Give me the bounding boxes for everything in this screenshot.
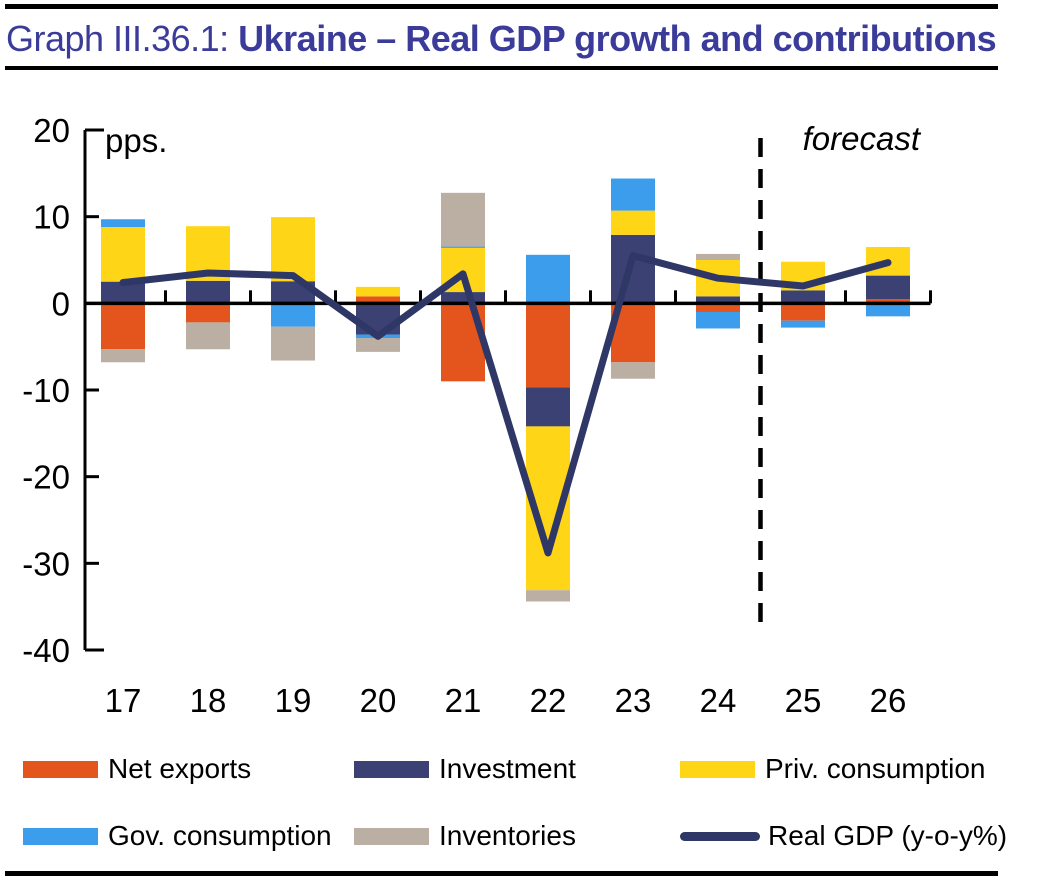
x-axis-year-label: 24 — [700, 682, 737, 719]
chart-canvas: pps. forecast 20 10 0 -10 -20 -30 -40 17 18 19 20 21 2… — [22, 112, 932, 719]
bar-segment-investment-26 — [866, 275, 910, 299]
legend-item-gov-consumption: Gov. consumption — [23, 820, 332, 852]
legend-swatch-inventories — [354, 827, 429, 845]
bar-segment-gov-consumption-23 — [611, 178, 655, 211]
bottom-rule — [5, 871, 998, 876]
bar-segment-investment-24 — [696, 296, 740, 304]
legend-label-inventories: Inventories — [439, 820, 576, 851]
x-axis-year-label: 21 — [445, 682, 482, 719]
x-axis-year-label: 17 — [105, 682, 142, 719]
bar-segment-investment-20 — [356, 303, 400, 335]
bar-segment-net-exports-17 — [101, 303, 145, 350]
bar-segment-investment-21 — [441, 292, 485, 304]
y-axis-tick-label: -40 — [22, 632, 70, 669]
y-axis-tick-label: -20 — [22, 459, 70, 496]
legend-line-swatch-real-gdp — [680, 831, 760, 841]
legend-swatch-net-exports — [23, 760, 98, 778]
bar-segment-investment-23 — [611, 234, 655, 304]
y-axis-unit-label: pps. — [105, 122, 167, 159]
bar-segment-net-exports-18 — [186, 303, 230, 323]
x-axis-year-label: 20 — [360, 682, 397, 719]
bar-segment-investment-25 — [781, 290, 825, 304]
legend-swatch-investment — [354, 760, 429, 778]
legend-swatch-gov-consumption — [23, 827, 98, 845]
bar-segment-gov-consumption-25 — [781, 320, 825, 328]
graph-title: Graph III.36.1: Ukraine – Real GDP growt… — [6, 18, 997, 60]
bar-segment-net-exports-26 — [866, 299, 910, 304]
legend-label-gov-consumption: Gov. consumption — [108, 820, 332, 851]
x-axis-year-label: 19 — [275, 682, 312, 719]
legend-label-net-exports: Net exports — [108, 753, 252, 784]
bar-segment-inventories-20 — [356, 338, 400, 352]
y-axis-tick-label: 20 — [33, 112, 70, 149]
bar-segment-gov-consumption-19 — [271, 303, 315, 327]
bar-segment-inventories-23 — [611, 362, 655, 379]
bar-segment-gov-consumption-24 — [696, 312, 740, 329]
bar-segment-investment-18 — [186, 280, 230, 304]
x-axis-year-label: 18 — [190, 682, 227, 719]
legend-item-real-gdp: Real GDP (y-o-y%) — [680, 820, 1007, 852]
y-axis-tick-label: -10 — [22, 372, 70, 409]
legend-label-priv-consumption: Priv. consumption — [765, 753, 986, 784]
bar-segment-inventories-21 — [441, 192, 485, 247]
bar-segment-inventories-19 — [271, 326, 315, 361]
real-gdp-line — [119, 252, 892, 557]
y-axis-tick-label: 0 — [52, 285, 70, 322]
top-rule — [5, 4, 998, 9]
bar-segment-gov-consumption-21 — [441, 246, 485, 248]
x-axis-year-label: 25 — [785, 682, 822, 719]
bar-segment-priv-consumption-19 — [271, 217, 315, 282]
x-axis-year-label: 23 — [615, 682, 652, 719]
x-axis-year-label: 22 — [530, 682, 567, 719]
y-axis-tick-label: -30 — [22, 545, 70, 582]
legend-label-investment: Investment — [439, 753, 576, 784]
bar-segment-gov-consumption-26 — [866, 303, 910, 317]
bar-segment-inventories-17 — [101, 349, 145, 363]
x-axis-year-label: 26 — [870, 682, 907, 719]
graph-title-text: Ukraine – Real GDP growth and contributi… — [238, 18, 997, 59]
bar-segment-investment-17 — [101, 281, 145, 304]
bar-segment-inventories-24 — [696, 253, 740, 260]
bar-segment-priv-consumption-17 — [101, 227, 145, 282]
legend-swatch-priv-consumption — [680, 760, 755, 778]
bar-segment-inventories-18 — [186, 322, 230, 350]
legend-item-net-exports: Net exports — [23, 753, 251, 785]
graph-number: Graph III.36.1: — [6, 18, 229, 59]
title-underline — [5, 66, 998, 70]
bar-segment-inventories-22 — [526, 590, 570, 602]
bar-segment-priv-consumption-23 — [611, 210, 655, 235]
bar-segment-investment-22 — [526, 387, 570, 427]
bar-segment-priv-consumption-20 — [356, 286, 400, 297]
legend-label-real-gdp: Real GDP (y-o-y%) — [768, 820, 1008, 851]
legend-item-inventories: Inventories — [354, 820, 576, 852]
bar-segment-net-exports-20 — [356, 296, 400, 304]
bar-segment-gov-consumption-17 — [101, 219, 145, 228]
legend-item-priv-consumption: Priv. consumption — [680, 753, 985, 785]
bar-segment-net-exports-24 — [696, 303, 740, 312]
bar-segment-net-exports-22 — [526, 303, 570, 388]
legend-item-investment: Investment — [354, 753, 576, 785]
bar-segment-net-exports-25 — [781, 303, 825, 321]
y-axis-tick-label: 10 — [33, 199, 70, 236]
bar-segment-gov-consumption-22 — [526, 254, 570, 304]
forecast-label: forecast — [803, 120, 922, 157]
